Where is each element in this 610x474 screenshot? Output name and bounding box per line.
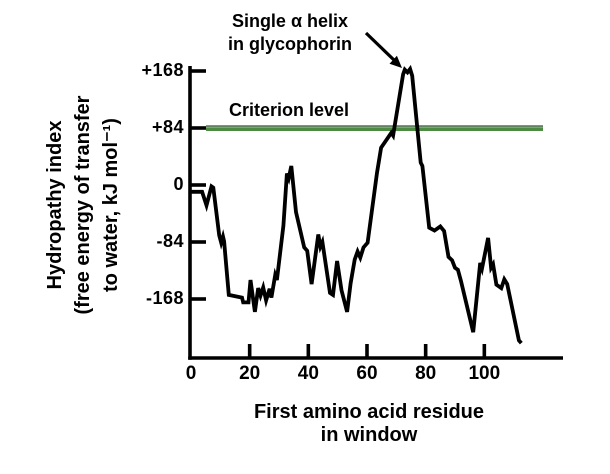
y-tick-label: 0 [173, 174, 184, 194]
axes [188, 66, 563, 360]
y-tick-label: +84 [151, 117, 184, 137]
y-axis-title-line2: (free energy of transfer [72, 95, 94, 315]
x-axis-title-line2: in window [320, 424, 418, 446]
x-axis-title-line1: First amino acid residue [253, 401, 485, 423]
x-axis-title: First amino acid residue in window [199, 401, 539, 447]
y-tick-label: -84 [156, 230, 184, 251]
x-tick-label: 80 [415, 363, 437, 384]
annotation-line2: in glycophorin [228, 34, 352, 54]
x-tick-label: 100 [468, 363, 501, 384]
y-axis-title: Hydropathy index (free energy of transfe… [41, 55, 125, 355]
criterion-level-label: Criterion level [229, 100, 350, 120]
x-tick-label: 40 [297, 363, 319, 384]
x-tick-label: 60 [356, 363, 378, 384]
annotation-arrow [364, 31, 402, 68]
y-tick-label: +168 [141, 60, 184, 80]
criterion-line [206, 125, 543, 132]
hydropathy-curve [191, 64, 523, 345]
x-tick-label: 20 [239, 363, 261, 384]
annotation-line1: Single α helix [231, 11, 349, 31]
y-axis-title-line3: to water, kJ mol⁻¹) [100, 118, 122, 292]
annotation-label: Single α helix in glycophorin [188, 10, 392, 56]
y-axis-title-line1: Hydropathy index [44, 120, 66, 290]
x-tick-label: 0 [185, 363, 197, 384]
figure-caption-text: Figure 12.27) [24, 467, 80, 468]
y-tick-label: -168 [145, 287, 184, 308]
figure-caption-clipped: Figure 12.27) [24, 462, 80, 468]
